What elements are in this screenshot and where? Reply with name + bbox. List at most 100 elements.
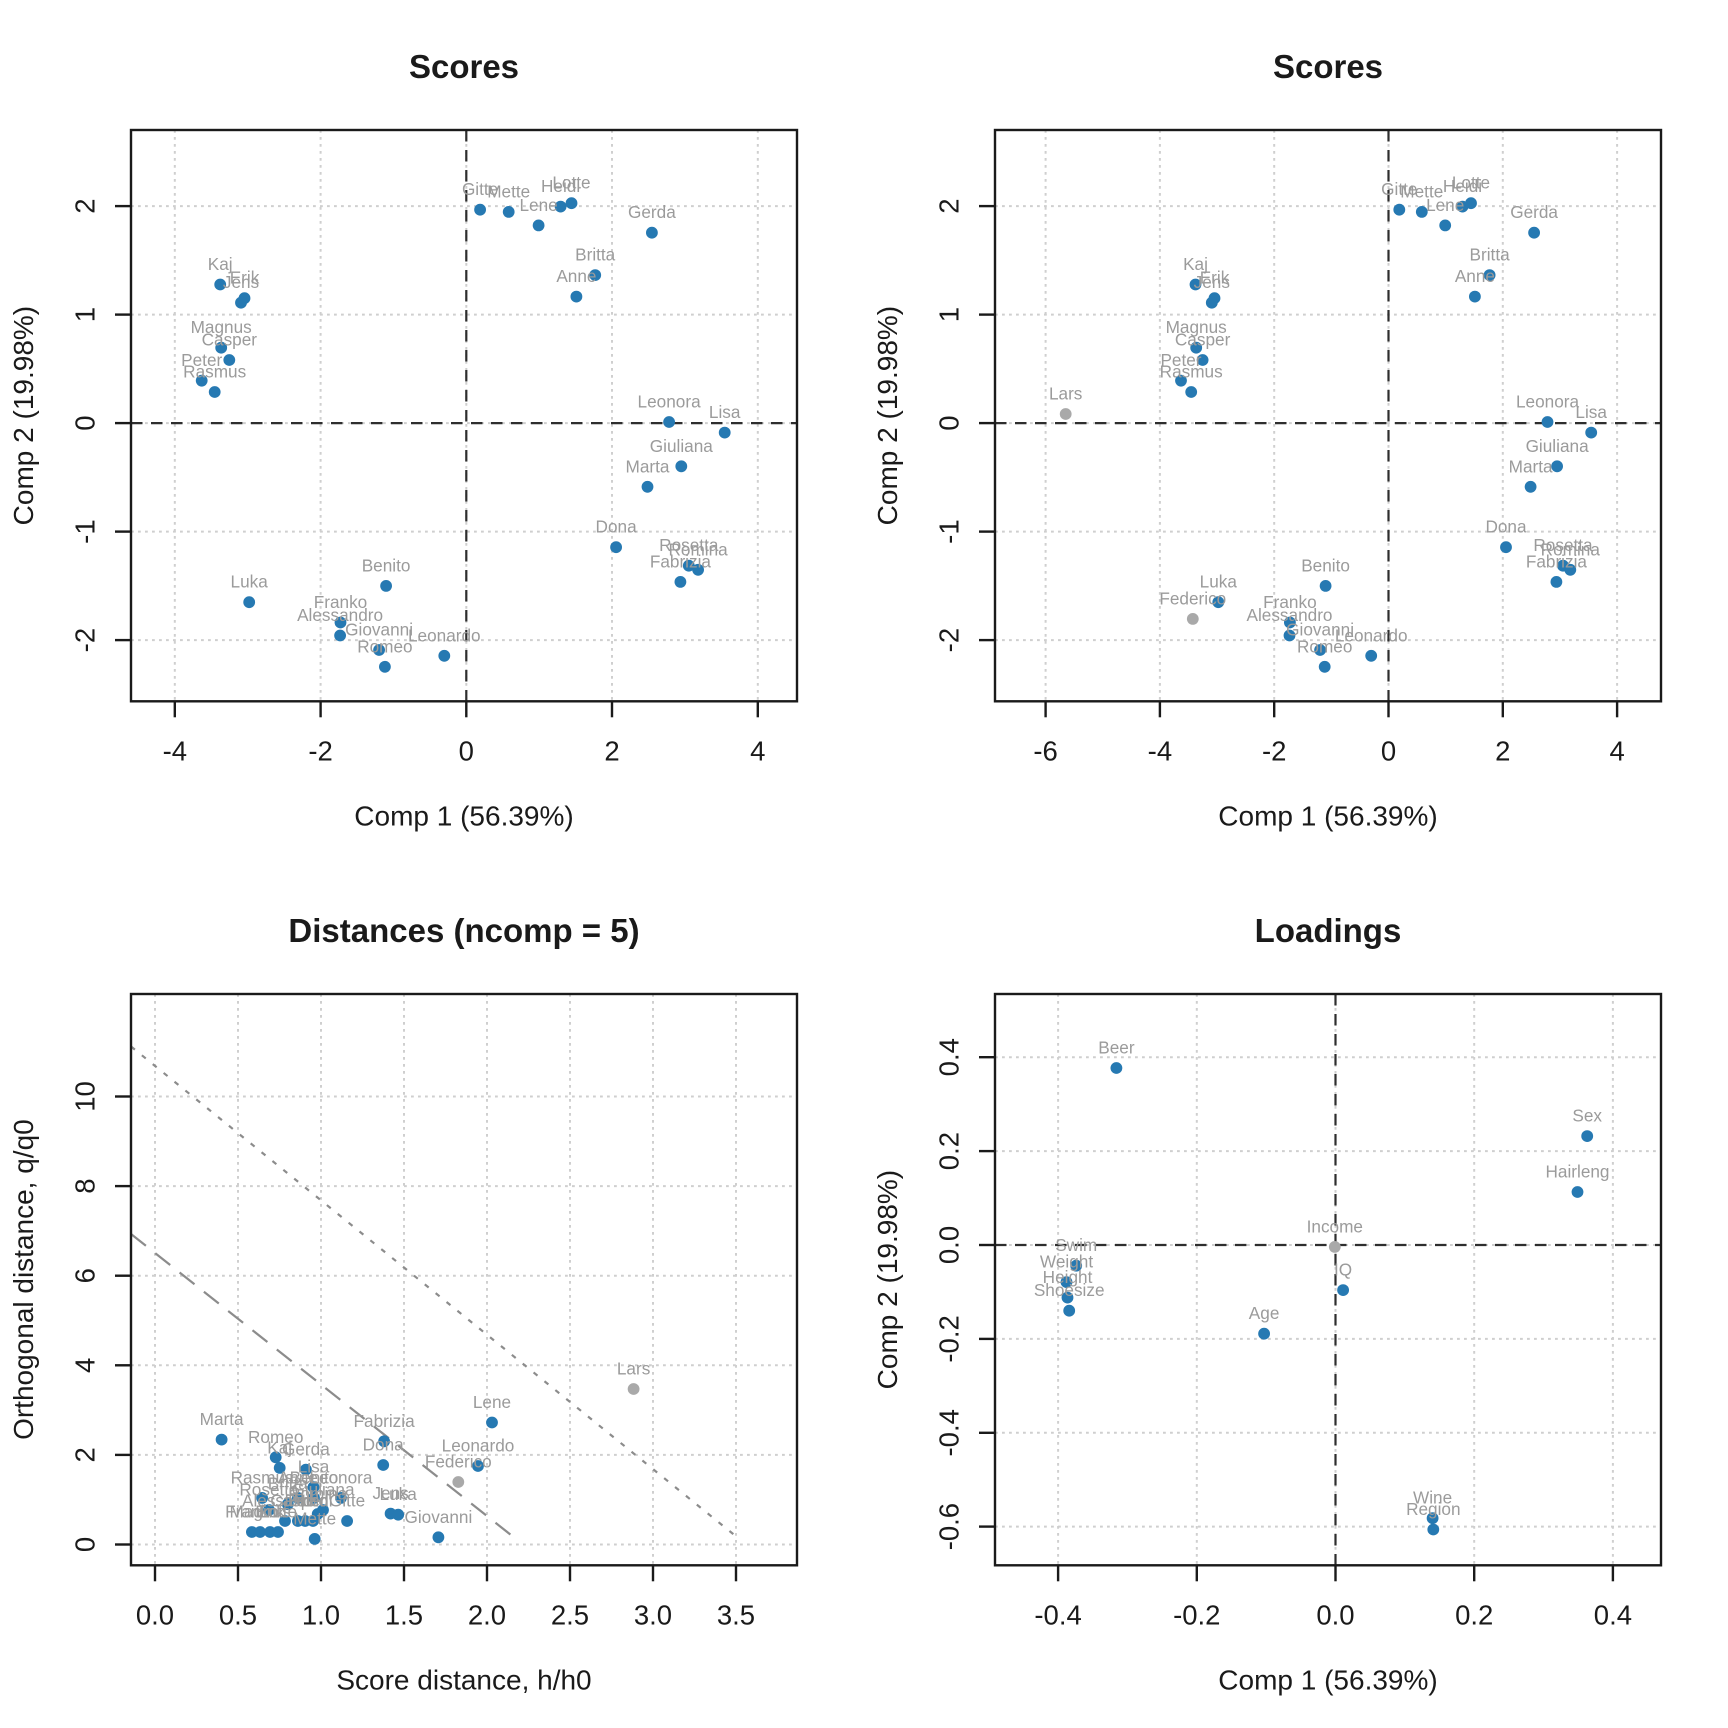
svg-text:-0.4: -0.4	[1034, 1599, 1081, 1630]
svg-text:Romina: Romina	[668, 539, 728, 559]
svg-text:Franko: Franko	[314, 592, 368, 612]
svg-text:Age: Age	[1249, 1303, 1280, 1323]
svg-text:2: 2	[1495, 735, 1510, 766]
svg-text:Peter: Peter	[1160, 350, 1201, 370]
svg-text:Britta: Britta	[268, 1474, 309, 1494]
svg-text:Kaj: Kaj	[1183, 254, 1208, 274]
svg-text:Distances (ncomp = 5): Distances (ncomp = 5)	[288, 912, 639, 949]
svg-text:Casper: Casper	[202, 330, 258, 350]
svg-text:Britta: Britta	[1470, 245, 1511, 265]
svg-text:Giuliana: Giuliana	[291, 1480, 355, 1500]
svg-text:Anne: Anne	[278, 1467, 318, 1487]
svg-text:Giovanni: Giovanni	[404, 1507, 472, 1527]
svg-text:Lotte: Lotte	[552, 173, 590, 193]
svg-text:Gitte: Gitte	[329, 1491, 365, 1511]
svg-text:Jens: Jens	[1194, 272, 1230, 292]
svg-text:Comp 2 (19.98%): Comp 2 (19.98%)	[872, 1170, 903, 1389]
svg-text:Lene: Lene	[1426, 195, 1464, 215]
svg-text:Comp 1 (56.39%): Comp 1 (56.39%)	[1218, 800, 1437, 831]
svg-text:Leonardo: Leonardo	[442, 1436, 515, 1456]
svg-text:Hairleng: Hairleng	[1545, 1162, 1609, 1182]
svg-text:Giovanni: Giovanni	[345, 620, 413, 640]
svg-text:Rasmus: Rasmus	[1160, 362, 1223, 382]
svg-text:2.5: 2.5	[551, 1599, 589, 1630]
svg-text:-2: -2	[1262, 735, 1286, 766]
svg-text:Income: Income	[1307, 1216, 1363, 1236]
svg-text:Kaj: Kaj	[208, 254, 233, 274]
svg-text:1.0: 1.0	[302, 1599, 340, 1630]
svg-text:-0.2: -0.2	[1173, 1599, 1220, 1630]
svg-text:0: 0	[934, 415, 965, 430]
svg-text:0.0: 0.0	[136, 1599, 174, 1630]
svg-text:Gitte: Gitte	[1381, 179, 1417, 199]
svg-text:Erik: Erik	[230, 268, 260, 288]
svg-text:Mette: Mette	[487, 181, 530, 201]
svg-text:1: 1	[70, 307, 101, 322]
svg-text:0: 0	[70, 1537, 101, 1552]
svg-text:Lisa: Lisa	[709, 402, 741, 422]
svg-text:Loadings: Loadings	[1255, 912, 1402, 949]
svg-text:0.2: 0.2	[934, 1132, 965, 1170]
svg-text:3.0: 3.0	[634, 1599, 672, 1630]
svg-text:Rosetta: Rosetta	[239, 1480, 299, 1500]
svg-text:Britta: Britta	[575, 245, 616, 265]
svg-text:-0.6: -0.6	[934, 1503, 965, 1550]
svg-text:Heidi: Heidi	[1443, 176, 1482, 196]
svg-text:Height: Height	[1043, 1267, 1093, 1287]
svg-text:Romina: Romina	[1541, 539, 1601, 559]
svg-text:Luka: Luka	[231, 572, 269, 592]
svg-text:Leonora: Leonora	[1516, 392, 1580, 412]
svg-text:1.5: 1.5	[385, 1599, 423, 1630]
svg-text:Alessandro: Alessandro	[297, 605, 383, 625]
svg-text:Heidi: Heidi	[293, 1491, 332, 1511]
svg-text:Heidi: Heidi	[541, 176, 580, 196]
svg-text:-1: -1	[934, 519, 965, 543]
svg-text:Peter: Peter	[285, 1491, 326, 1511]
svg-text:Sex: Sex	[1572, 1106, 1602, 1126]
svg-text:Giovanni: Giovanni	[1286, 620, 1354, 640]
svg-text:Marta: Marta	[626, 456, 670, 476]
svg-text:0.5: 0.5	[219, 1599, 257, 1630]
svg-text:Lars: Lars	[1049, 384, 1082, 404]
svg-text:Scores: Scores	[1273, 48, 1383, 85]
svg-text:Marta: Marta	[1509, 456, 1553, 476]
svg-text:4: 4	[750, 735, 765, 766]
svg-text:Comp 2 (19.98%): Comp 2 (19.98%)	[8, 306, 39, 525]
svg-text:Peter: Peter	[181, 350, 222, 370]
svg-text:-0.2: -0.2	[934, 1315, 965, 1362]
svg-text:-4: -4	[1148, 735, 1172, 766]
svg-text:10: 10	[70, 1081, 101, 1112]
svg-text:-4: -4	[163, 735, 187, 766]
svg-text:Rasmus: Rasmus	[183, 362, 246, 382]
svg-text:Dona: Dona	[596, 517, 638, 537]
svg-text:Comp 2 (19.98%): Comp 2 (19.98%)	[872, 306, 903, 525]
svg-text:3.5: 3.5	[717, 1599, 755, 1630]
svg-text:Anne: Anne	[1455, 266, 1495, 286]
svg-text:Fabrizia: Fabrizia	[1526, 551, 1588, 571]
svg-text:-2: -2	[934, 628, 965, 652]
svg-text:Magnus: Magnus	[191, 317, 252, 337]
svg-text:-2: -2	[70, 628, 101, 652]
svg-text:Mette: Mette	[1400, 181, 1443, 201]
svg-text:Alessandro: Alessandro	[242, 1491, 328, 1511]
svg-text:Romeo: Romeo	[1297, 636, 1352, 656]
svg-text:Franko: Franko	[1263, 592, 1317, 612]
svg-text:Orthogonal distance, q/q0: Orthogonal distance, q/q0	[8, 1119, 39, 1440]
svg-text:2: 2	[70, 198, 101, 213]
svg-text:Dona: Dona	[363, 1435, 405, 1455]
svg-text:Casper: Casper	[1175, 330, 1231, 350]
svg-text:Leonardo: Leonardo	[1335, 625, 1408, 645]
svg-text:Franko: Franko	[225, 1502, 279, 1522]
svg-text:Magnus: Magnus	[230, 1502, 291, 1522]
svg-text:Leonora: Leonora	[638, 392, 702, 412]
svg-text:0: 0	[1381, 735, 1396, 766]
svg-text:-0.4: -0.4	[934, 1409, 965, 1456]
svg-text:Gerda: Gerda	[628, 202, 676, 222]
svg-text:Weight: Weight	[1040, 1252, 1093, 1272]
svg-text:Scores: Scores	[409, 48, 519, 85]
svg-text:Lars: Lars	[617, 1359, 650, 1379]
svg-text:Luka: Luka	[1200, 572, 1238, 592]
svg-text:IQ: IQ	[1334, 1260, 1352, 1280]
svg-text:Rosetta: Rosetta	[1533, 535, 1593, 555]
svg-text:Lisa: Lisa	[1575, 402, 1607, 422]
